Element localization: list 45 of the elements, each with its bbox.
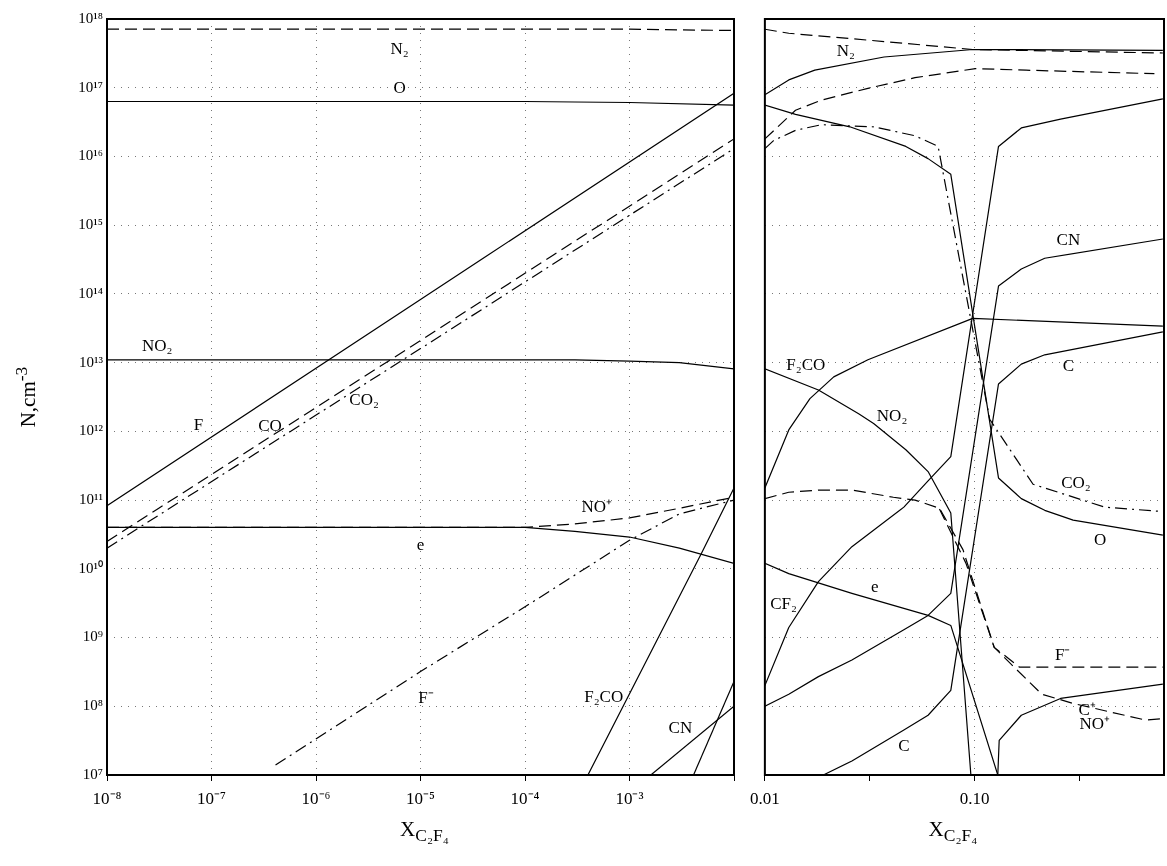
x-tick-label: 0.01	[750, 788, 780, 808]
annotation: C	[898, 735, 910, 755]
x-tick-label: 10⁻⁷	[197, 788, 227, 808]
series-label: CN	[1056, 229, 1081, 249]
series-label: N₂	[836, 40, 856, 60]
series-label: CO₂	[349, 389, 379, 409]
x-tick-label: 10⁻⁵	[406, 788, 436, 808]
x-axis-title: X$_{C₂F₄}$	[927, 817, 979, 847]
series-label: F⁻	[1054, 644, 1071, 664]
y-tick-label: 10¹⁵	[78, 216, 103, 233]
x-tick-label: 10⁻⁸	[92, 788, 122, 808]
y-tick-label: 10¹⁷	[78, 78, 103, 95]
series-label: F₂CO	[786, 355, 826, 375]
series-label: e	[416, 534, 425, 554]
series-label: e	[870, 577, 879, 597]
y-tick-label: 10⁸	[82, 697, 103, 714]
series-label: C	[1062, 355, 1075, 375]
series-label: O	[393, 77, 406, 97]
series-label: C⁺	[1078, 699, 1096, 719]
y-tick-label: 10¹⁸	[78, 9, 103, 26]
y-tick-label: 10¹⁰	[78, 559, 103, 576]
series-label: F₂CO	[584, 686, 624, 706]
series-label: CN	[668, 718, 693, 738]
series-label: CO	[258, 416, 282, 436]
series-label: O	[1093, 530, 1107, 550]
series-label: NO₂	[876, 406, 908, 426]
y-tick-label: 10⁷	[82, 765, 103, 782]
series-label: NO⁺	[581, 497, 612, 516]
x-tick-label: 10⁻³	[615, 788, 644, 808]
y-tick-label: 10¹¹	[79, 491, 103, 508]
y-tick-label: 10¹⁶	[78, 147, 103, 164]
y-tick-label: 10¹⁴	[78, 284, 103, 301]
series-label: CF₂	[770, 594, 797, 614]
series-label: N₂	[390, 38, 409, 58]
x-tick-label: 0.10	[959, 788, 990, 808]
series-label: CO₂	[1061, 473, 1091, 493]
series-label: F	[193, 415, 204, 435]
y-tick-label: 10⁹	[82, 628, 103, 645]
series-label: F⁻	[418, 688, 434, 708]
x-tick-label: 10⁻⁶	[301, 788, 331, 808]
y-tick-label: 10¹²	[79, 422, 104, 439]
y-tick-label: 10¹³	[79, 353, 104, 370]
x-tick-label: 10⁻⁴	[510, 788, 540, 808]
x-axis-title: X$_{C₂F₄}$	[399, 817, 450, 847]
series-label: NO₂	[141, 336, 173, 356]
